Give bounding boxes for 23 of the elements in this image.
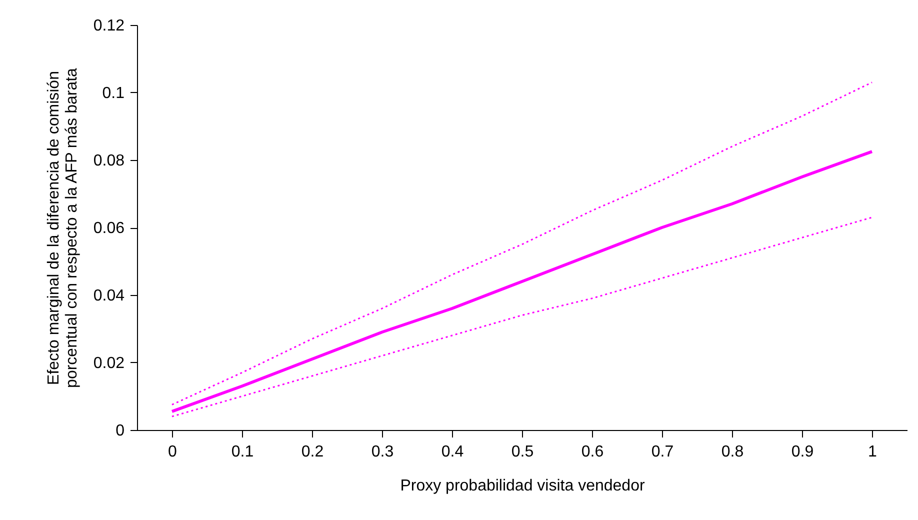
x-tick-label: 0 xyxy=(168,444,178,460)
line-series xyxy=(171,82,873,406)
y-tick-label: 0.1 xyxy=(102,85,125,102)
x-tick-label: 0.2 xyxy=(301,444,324,460)
y-axis-title: Efecto marginal de la diferencia de comisión porcentual con respecto a la AFP más barata xyxy=(45,68,80,388)
y-tick-label: 0.02 xyxy=(93,355,125,372)
y-tick-label: 0.12 xyxy=(93,18,125,34)
x-axis-title: Proxy probabilidad visita vendedor xyxy=(400,478,646,494)
y-tick-label: 0.08 xyxy=(93,152,125,170)
x-tick-label: 0.5 xyxy=(511,444,534,460)
x-tick-label: 0.8 xyxy=(721,444,744,460)
x-tick-label: 0.9 xyxy=(791,444,814,460)
x-tick-label: 0.4 xyxy=(441,444,464,460)
x-tick-label: 0.3 xyxy=(371,444,394,460)
x-tick-label: 0.7 xyxy=(651,444,674,460)
y-tick-label: 0.04 xyxy=(93,288,125,304)
line-series xyxy=(170,150,874,413)
line-series xyxy=(171,216,873,418)
x-tick-label: 0.1 xyxy=(231,444,254,460)
x-tick-label: 1 xyxy=(868,444,878,460)
y-tick-label: 0 xyxy=(116,422,125,440)
x-tick-label: 0.6 xyxy=(581,444,604,460)
y-tick-label: 0.06 xyxy=(93,220,125,237)
